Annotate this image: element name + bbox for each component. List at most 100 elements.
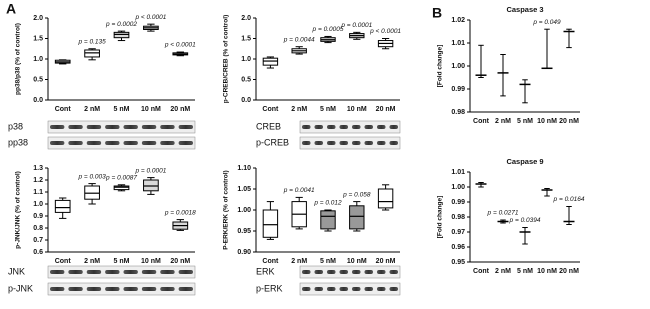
y-tick-label: 1.05: [237, 186, 251, 193]
y-tick-label: 1.01: [451, 169, 465, 176]
x-tick-label: 10 nM: [347, 258, 367, 265]
blot-band: [141, 287, 157, 291]
blot-band: [352, 141, 361, 145]
y-tick-label: 0.7: [33, 237, 43, 244]
blot-band: [68, 270, 83, 274]
y-tick-label: 0.0: [33, 97, 43, 104]
x-tick-label: 10 nM: [141, 258, 161, 265]
y-tick-label: 1.0: [241, 56, 251, 63]
p-value: p = 0.0164: [553, 196, 585, 203]
y-tick-label: 0.0: [241, 97, 251, 104]
blot-label: p-ERK: [256, 283, 283, 293]
y-tick-label: 0.98: [451, 109, 465, 116]
blot-band: [302, 270, 311, 274]
blot-band: [327, 141, 336, 145]
blot-strip: [47, 120, 196, 134]
y-tick-label: 1.5: [33, 35, 43, 42]
blot-band: [68, 287, 83, 291]
blot-label: ERK: [256, 266, 275, 276]
y-tick-label: 0.99: [451, 86, 465, 93]
x-tick-label: 20 nM: [170, 258, 190, 265]
x-tick-label: 10 nM: [537, 268, 557, 275]
y-axis-label: P-ERK/ERK (% of control): [223, 170, 230, 249]
panel-label: A: [6, 1, 16, 17]
blot-band: [377, 125, 386, 129]
box: [262, 57, 279, 66]
p-value: p < 0.0001: [134, 14, 166, 21]
p-value: p = 0.0001: [340, 22, 372, 29]
y-tick-label: 0.9: [33, 213, 43, 220]
y-tick-label: 0.95: [451, 259, 465, 266]
x-tick-label: Cont: [55, 258, 72, 265]
blot-band: [50, 141, 65, 145]
p-value: p = 0.012: [313, 200, 342, 207]
x-tick-label: 20 nM: [559, 268, 579, 275]
box: [113, 185, 130, 191]
blot-label: p-JNK: [8, 283, 33, 293]
blot-band: [389, 270, 398, 274]
y-axis-label: p-CREB/CREB (% of control): [223, 15, 230, 103]
x-tick-label: 5 nM: [320, 106, 336, 113]
blot-band: [86, 287, 102, 291]
blot-band: [68, 125, 83, 129]
blot-label: CREB: [256, 121, 281, 131]
blot-strip: [47, 282, 196, 296]
x-tick-label: 10 nM: [537, 118, 557, 125]
y-tick-label: 1.01: [451, 40, 465, 47]
p-value: p = 0.0044: [283, 36, 315, 43]
p-value: p < 0.0001: [369, 28, 401, 35]
y-tick-label: 0.96: [451, 244, 465, 251]
x-tick-label: Cont: [473, 268, 490, 275]
blot-band: [314, 125, 323, 129]
blot-band: [160, 270, 175, 274]
blot-strip: [299, 136, 401, 150]
blot-band: [160, 287, 175, 291]
blot-band: [105, 125, 120, 129]
y-tick-label: 2.0: [241, 15, 251, 22]
x-tick-label: Cont: [55, 106, 72, 113]
blot-band: [339, 125, 348, 129]
x-tick-label: 5 nM: [517, 118, 533, 125]
blot-band: [160, 125, 175, 129]
x-tick-label: Cont: [473, 118, 490, 125]
y-tick-label: 0.99: [451, 199, 465, 206]
box: [262, 209, 279, 238]
x-tick-label: 5 nM: [517, 268, 533, 275]
x-tick-label: 10 nM: [347, 106, 367, 113]
blot-band: [314, 287, 323, 291]
p-value: p = 0.0087: [105, 175, 137, 182]
y-tick-label: 2.0: [33, 15, 43, 22]
p-value: p = 0.0002: [105, 21, 137, 28]
blot-band: [377, 287, 386, 291]
blot-band: [123, 141, 138, 145]
x-tick-label: 2 nM: [84, 106, 100, 113]
blot-band: [339, 287, 348, 291]
blot-band: [50, 270, 65, 274]
p-value: p = 0.0018: [164, 209, 196, 216]
y-tick-label: 1.02: [451, 17, 465, 24]
blot-band: [327, 125, 336, 129]
blot-strip: [299, 120, 401, 134]
y-axis-label: pp38/p38 (% of control): [15, 23, 22, 95]
p-value: p = 0.049: [532, 19, 561, 26]
x-tick-label: 5 nM: [320, 258, 336, 265]
blot-band: [314, 270, 323, 274]
p-value: p = 0.0271: [487, 210, 519, 217]
x-tick-label: Cont: [262, 258, 279, 265]
blot-band: [123, 270, 138, 274]
blot-band: [123, 125, 138, 129]
blot-band: [86, 125, 102, 129]
blot-band: [389, 141, 398, 145]
box: [349, 205, 365, 230]
p-value: p < 0.0001: [164, 42, 196, 49]
x-tick-label: 10 nM: [141, 106, 161, 113]
y-tick-label: 1.1: [33, 189, 43, 196]
y-tick-label: 1.10: [237, 165, 251, 172]
blot-band: [105, 270, 120, 274]
blot-band: [141, 125, 157, 129]
blot-band: [327, 287, 336, 291]
y-tick-label: 0.5: [33, 76, 43, 83]
x-tick-label: 5 nM: [114, 258, 130, 265]
